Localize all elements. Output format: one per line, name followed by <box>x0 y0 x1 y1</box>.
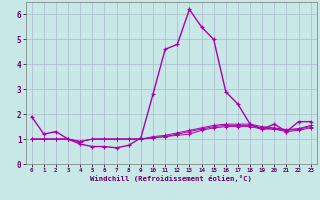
X-axis label: Windchill (Refroidissement éolien,°C): Windchill (Refroidissement éolien,°C) <box>90 175 252 182</box>
